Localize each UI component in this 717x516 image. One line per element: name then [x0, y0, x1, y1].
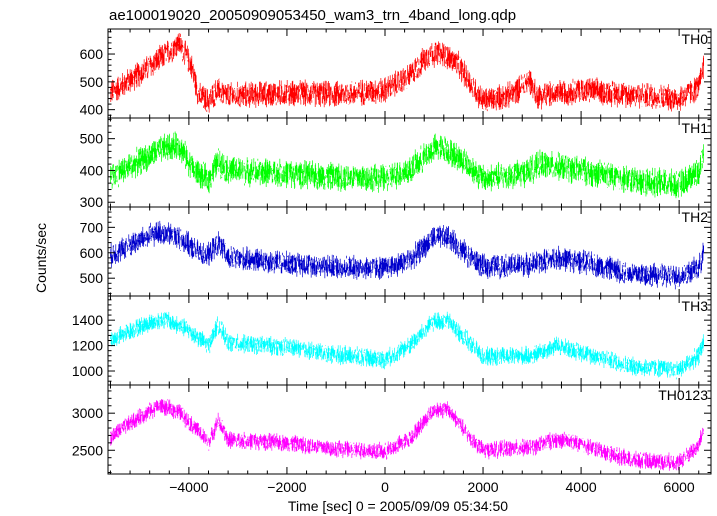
x-tick-label: −4000: [169, 479, 209, 495]
y-tick-label: 500: [80, 270, 104, 286]
x-axis-label: Time [sec] 0 = 2005/09/09 05:34:50: [288, 498, 508, 514]
series-line-th3: [110, 311, 704, 380]
x-tick-label: 6000: [664, 479, 695, 495]
series-label-th2: TH2: [682, 209, 709, 225]
y-tick-label: 400: [80, 162, 104, 178]
y-tick-label: 500: [80, 74, 104, 90]
y-tick-label: 1200: [72, 338, 103, 354]
series-line-th0: [110, 33, 704, 113]
x-tick-label: 4000: [566, 479, 597, 495]
series-label-th1: TH1: [682, 120, 709, 136]
y-axis-label: Counts/sec: [33, 223, 49, 293]
panel-frame: [107, 206, 712, 297]
y-tick-label: 300: [80, 194, 104, 210]
y-tick-label: 600: [80, 46, 104, 62]
y-tick-label: 1000: [72, 363, 103, 379]
y-tick-label: 400: [80, 102, 104, 118]
series-label-th0123: TH0123: [658, 387, 708, 403]
y-tick-label: 500: [80, 131, 104, 147]
x-tick-label: 0: [381, 479, 389, 495]
y-tick-label: 600: [80, 245, 104, 261]
x-tick-label: −2000: [267, 479, 307, 495]
y-tick-label: 3000: [72, 405, 103, 421]
series-line-th1: [110, 131, 704, 199]
series-label-th3: TH3: [682, 298, 709, 314]
y-tick-label: 2500: [72, 442, 103, 458]
x-tick-label: 2000: [467, 479, 498, 495]
y-tick-label: 700: [80, 219, 104, 235]
panels-group: 400 500 600 TH0 300 400 500 TH1 500 600 700 TH2 1000…: [72, 28, 712, 495]
series-label-th0: TH0: [682, 31, 709, 47]
series-line-th2: [110, 220, 704, 290]
series-line-th0123: [110, 399, 704, 471]
chart-title: ae100019020_20050909053450_wam3_trn_4ban…: [109, 7, 516, 24]
panel-frame: [107, 384, 712, 475]
y-tick-label: 1400: [72, 312, 103, 328]
